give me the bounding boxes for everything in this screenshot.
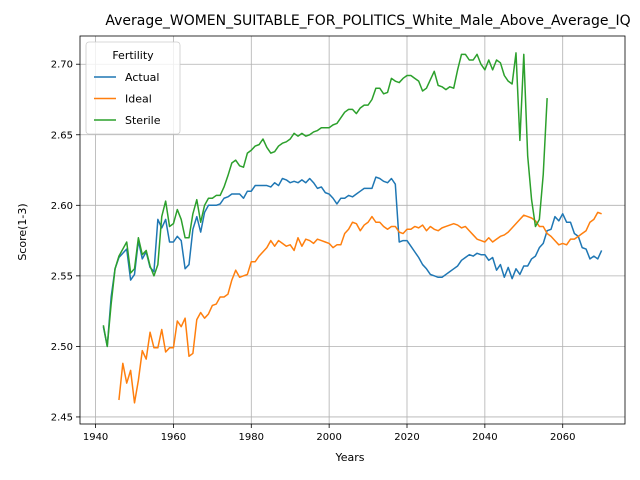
legend-box <box>85 41 181 135</box>
axes-frame <box>79 35 626 425</box>
x-tick-label: 2000 <box>316 432 341 443</box>
y-tick-label: 2.70 <box>51 60 73 71</box>
legend-label-sterile: Sterile <box>125 114 161 127</box>
plot-area: 1940 1960 1980 2000 2020 2040 2060 2.45 2.50 2.55… <box>51 35 626 443</box>
x-tick-label: 1940 <box>83 432 108 443</box>
chart-title: Average_WOMEN_SUITABLE_FOR_POLITICS_Whit… <box>105 13 630 29</box>
x-tick-label: 2020 <box>394 432 419 443</box>
y-tick-label: 2.65 <box>51 130 73 141</box>
x-tick-label: 2040 <box>472 432 497 443</box>
y-tick-label: 2.45 <box>51 412 73 423</box>
legend-title: Fertility <box>112 49 154 62</box>
x-tick-label: 1960 <box>161 432 186 443</box>
series-line-actual <box>102 176 603 348</box>
y-tick-label: 2.50 <box>51 342 73 353</box>
y-tick-label: 2.60 <box>51 201 73 212</box>
series-line-sterile <box>102 52 548 348</box>
y-axis-label: Score(1-3) <box>16 203 29 260</box>
x-axis-label: Years <box>334 451 364 464</box>
legend: Fertility Actual Ideal Sterile <box>85 41 181 135</box>
y-tick-label: 2.55 <box>51 271 73 282</box>
legend-label-actual: Actual <box>125 71 159 84</box>
x-tick-label: 1980 <box>239 432 264 443</box>
series-line-ideal <box>118 211 602 404</box>
legend-label-ideal: Ideal <box>125 93 152 106</box>
x-tick-label: 2060 <box>550 432 575 443</box>
